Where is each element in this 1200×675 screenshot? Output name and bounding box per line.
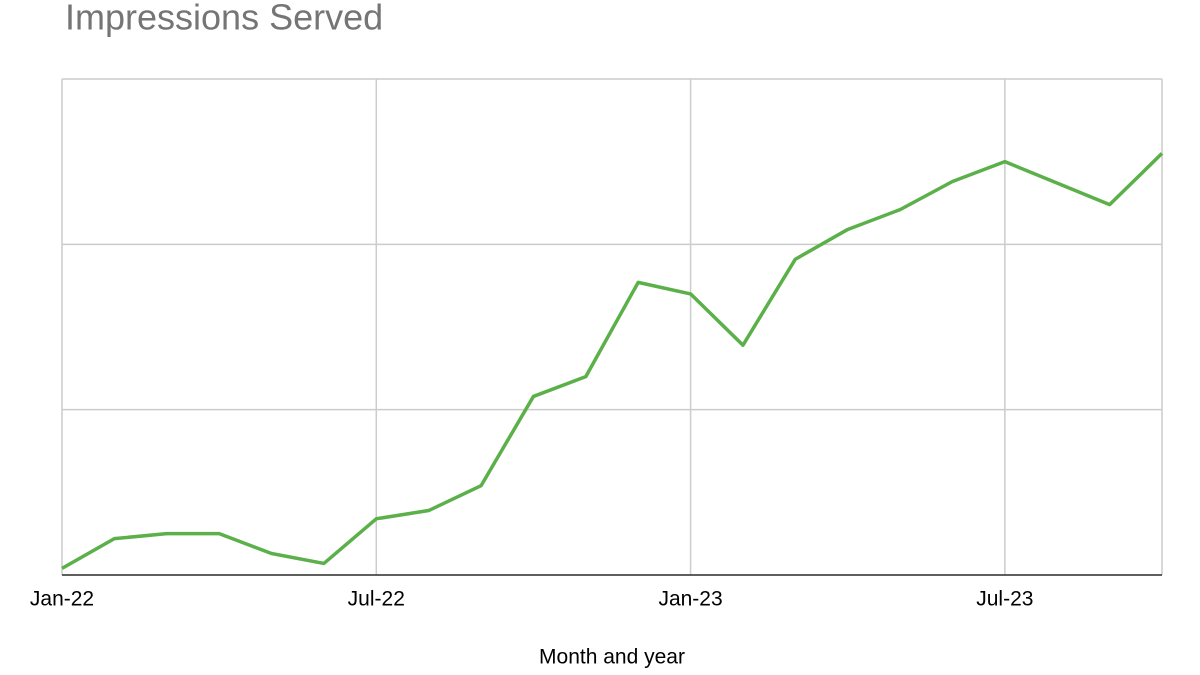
x-tick-label: Jan-22 [30,588,94,611]
x-tick-label: Jul-23 [976,588,1033,611]
chart-title: Impressions Served [65,0,383,38]
x-axis-title: Month and year [539,646,685,669]
line-series [61,152,1164,570]
x-tick-label: Jan-23 [658,588,722,611]
x-tick-label: Jul-22 [348,588,405,611]
